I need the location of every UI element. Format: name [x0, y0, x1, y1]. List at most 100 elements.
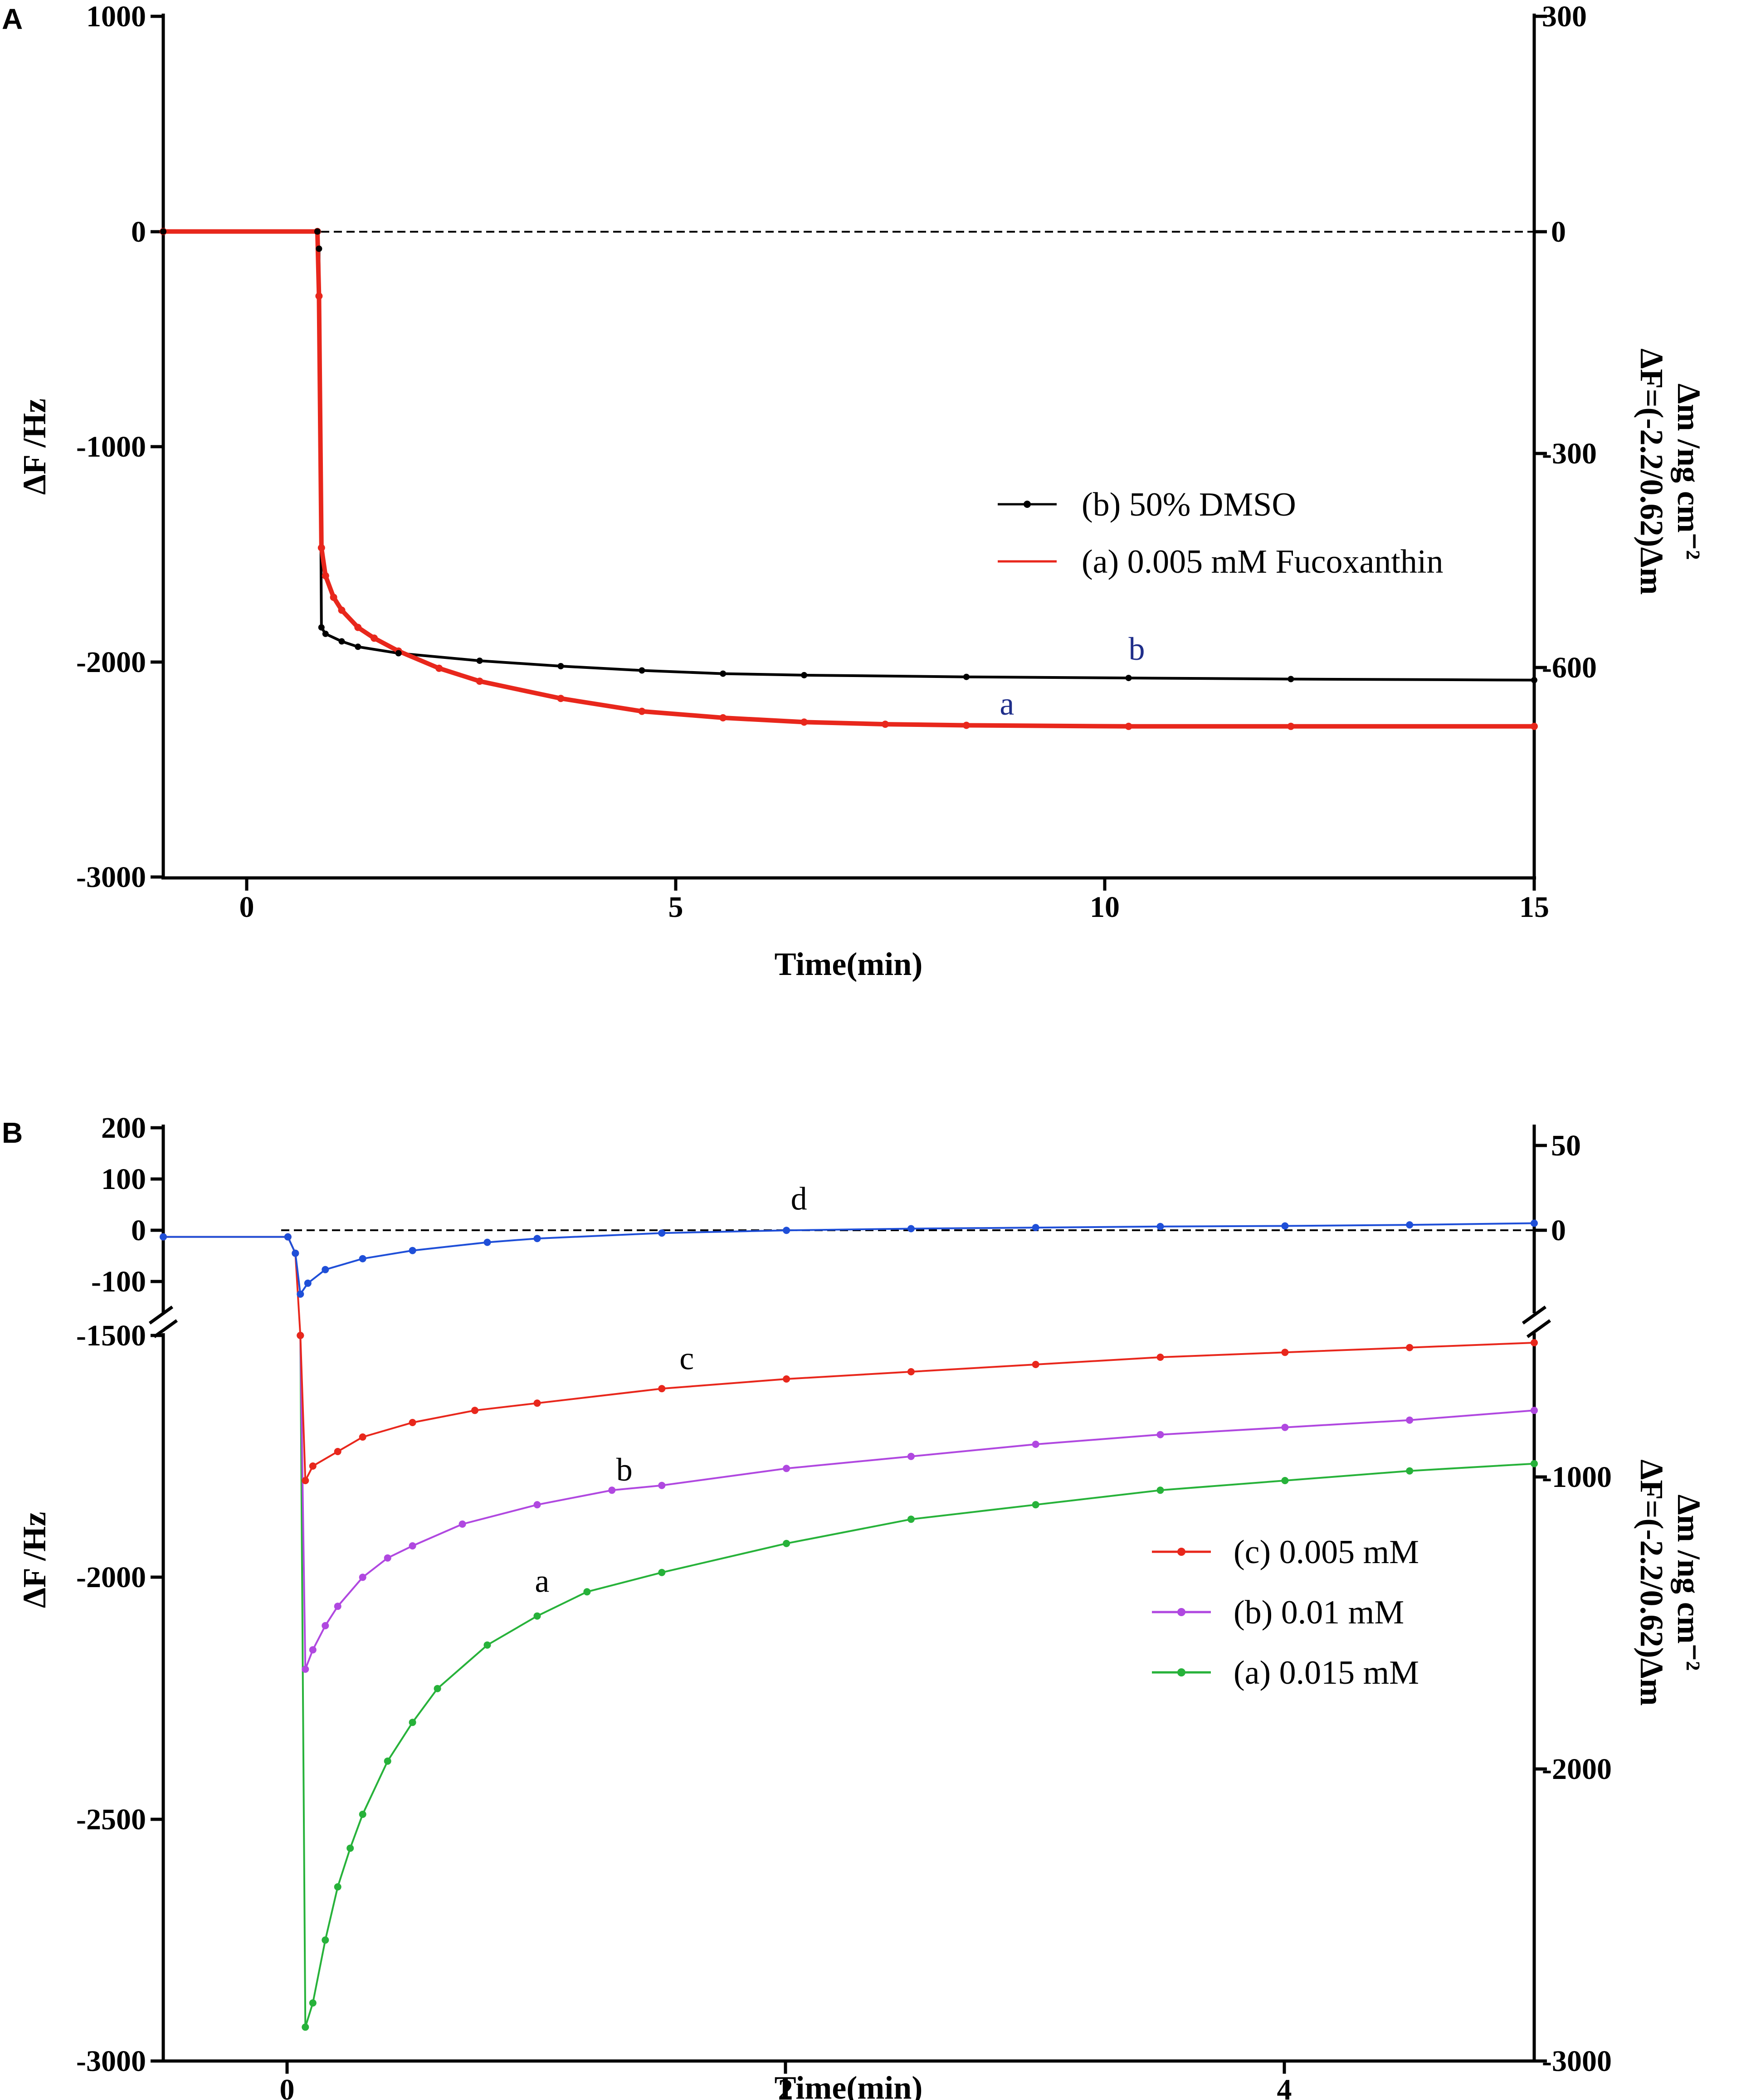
panel-b-d-point: [907, 1225, 915, 1233]
panel-a-x-ticks: 0 5 10 15: [239, 878, 1549, 924]
panel-a-x-tick-label: 5: [668, 891, 683, 924]
panel-b-legend: (c) 0.005 mM (b) 0.01 mM (a) 0.015 mM: [1152, 1534, 1419, 1691]
panel-b-0015mm-point: [359, 1811, 366, 1818]
panel-b-d-point: [304, 1279, 312, 1287]
panel-b-y2-ticks: 50 0 -1000 -2000 -3000: [1534, 1129, 1612, 2078]
panel-b-001mm-point: [1406, 1416, 1414, 1424]
panel-b-series-0005mm-line: [163, 1236, 1535, 1481]
panel-a-fucoxanthin-point: [317, 544, 325, 551]
panel-b-label: B: [2, 1116, 23, 1149]
panel-b-d-point: [1281, 1222, 1289, 1230]
panel-b-001mm-point: [608, 1486, 616, 1494]
panel-b-d-point: [1531, 1219, 1538, 1227]
panel-b-0015mm-point: [409, 1719, 416, 1726]
panel-b-001mm-point: [309, 1646, 317, 1654]
panel-b-y2-tick-label: -3000: [1542, 2045, 1612, 2078]
panel-a-fucoxanthin-point: [882, 721, 889, 728]
panel-b-0015mm-point: [907, 1515, 915, 1523]
panel-b-0015mm-point: [658, 1569, 666, 1576]
panel-a-legend-dmso-marker: [1024, 501, 1031, 508]
panel-a-legend: (b) 50% DMSO (a) 0.005 mM Fucoxanthin: [998, 486, 1443, 580]
panel-b-001mm-point: [334, 1603, 341, 1610]
panel-b-legend-0005mm-marker: [1177, 1548, 1185, 1556]
panel-b-legend-001mm-marker: [1177, 1608, 1185, 1616]
panel-a-y2-tick-label: 0: [1551, 215, 1566, 248]
panel-a-x-tick-label: 10: [1090, 891, 1120, 924]
panel-a-fucoxanthin-point: [435, 664, 443, 672]
panel-b-0015mm-point: [334, 1883, 341, 1890]
panel-b-y-tick-label: -2500: [76, 1803, 146, 1836]
panel-a-dmso-point: [963, 673, 970, 680]
panel-b-d-point: [297, 1290, 304, 1298]
panel-b-y-tick-label: -1500: [76, 1319, 146, 1352]
panel-a-y2-tick-label: 300: [1542, 0, 1587, 33]
panel-b-0015mm-point: [533, 1612, 541, 1620]
panel-a-legend-dmso-label: (b) 50% DMSO: [1082, 486, 1296, 523]
panel-a-label: A: [2, 3, 23, 35]
panel-b-d-point: [359, 1255, 366, 1262]
panel-a-y2-ticks: 300 0 -300 -600: [1534, 0, 1597, 684]
panel-b-0015mm-point: [309, 1999, 317, 2007]
panel-a-fucoxanthin-point: [962, 721, 970, 729]
panel-a-fucoxanthin-point: [315, 292, 323, 300]
panel-b-001mm-point: [322, 1622, 329, 1629]
panel-b-0005mm-point: [1531, 1339, 1538, 1346]
panel-b-d-point: [533, 1235, 541, 1242]
panel-b-d-point: [409, 1247, 416, 1254]
panel-b-legend-0005mm-label: (c) 0.005 mM: [1234, 1534, 1419, 1571]
panel-a-y-tick-label: 1000: [86, 0, 146, 33]
panel-b-y-tick-label: -2000: [76, 1561, 146, 1594]
panel-b-y2-tick-label: -2000: [1542, 1753, 1612, 1786]
panel-b-0015mm-point: [346, 1844, 354, 1852]
panel-b-0005mm-point: [1406, 1344, 1414, 1351]
panel-b-0015mm-point: [434, 1685, 441, 1692]
panel-a-dmso-point: [1125, 675, 1132, 682]
panel-b-d-point: [292, 1249, 299, 1257]
panel-b-x-tick-label: 2: [778, 2073, 793, 2100]
panel-b-0005mm-point: [297, 1332, 304, 1339]
panel-b-right-break-mark: [1526, 1319, 1551, 1338]
panel-b-0015mm-point: [322, 1936, 329, 1944]
panel-a-dmso-point: [1531, 677, 1537, 683]
panel-a-fucoxanthin-point: [354, 624, 362, 631]
panel-a-dmso-point: [476, 658, 483, 664]
panel-a-fucoxanthin-point: [322, 572, 329, 580]
panel-b-annotation-c: c: [679, 1340, 694, 1377]
panel-a-dmso-point: [338, 638, 345, 645]
panel-b-legend-0015mm-label: (a) 0.015 mM: [1234, 1654, 1419, 1691]
panel-b-001mm-point: [384, 1554, 391, 1562]
panel-a-y2-tick-label: -600: [1542, 651, 1597, 684]
panel-a-x-tick-label: 15: [1519, 891, 1549, 924]
panel-a-y-ticks: 1000 0 -1000 -2000 -3000: [76, 0, 163, 894]
panel-b-0005mm-point: [1156, 1354, 1164, 1361]
panel-b-0005mm-point: [1032, 1361, 1039, 1368]
panel-b-001mm-point: [1156, 1431, 1164, 1438]
panel-a-y-tick-label: -2000: [76, 646, 146, 679]
panel-b-0015mm-point: [1281, 1477, 1289, 1484]
panel-b-legend-0015mm-marker: [1177, 1668, 1185, 1676]
panel-b-x-tick-label: 0: [280, 2073, 295, 2100]
panel-b-0005mm-point: [907, 1368, 915, 1375]
panel-a-y-tick-label: 0: [131, 215, 146, 248]
panel-a-series-fucoxanthin-points: [160, 228, 1538, 730]
panel-a-y2-tick-label: -300: [1542, 437, 1597, 470]
panel-a-fucoxanthin-point: [338, 606, 346, 614]
panel-b-y-tick-label: -3000: [76, 2045, 146, 2078]
panel-b-001mm-point: [458, 1520, 466, 1528]
panel-a-fucoxanthin-point: [1287, 722, 1295, 730]
panel-b-0015mm-point: [1032, 1501, 1039, 1509]
panel-b-0005mm-point: [309, 1462, 317, 1470]
panel-b-series-d-line: [163, 1222, 1535, 1295]
panel-b-axis-break-marks: [148, 1306, 1551, 1338]
panel-a-dmso-point: [801, 672, 808, 678]
panel-a-fucoxanthin-point: [800, 718, 808, 726]
panel-b-x-tick-label: 4: [1277, 2073, 1292, 2100]
panel-b-y-tick-label: 100: [101, 1163, 146, 1196]
panel-a-y-tick-label: -3000: [76, 861, 146, 894]
panel-b-d-point: [1032, 1224, 1039, 1232]
panel-b-d-point: [658, 1229, 666, 1237]
panel-a-dmso-point: [316, 245, 322, 252]
panel-b-series-d-points: [160, 1219, 1538, 1298]
panel-b-right-break-mark: [1522, 1306, 1547, 1325]
panel-b-0005mm-point: [471, 1407, 478, 1414]
